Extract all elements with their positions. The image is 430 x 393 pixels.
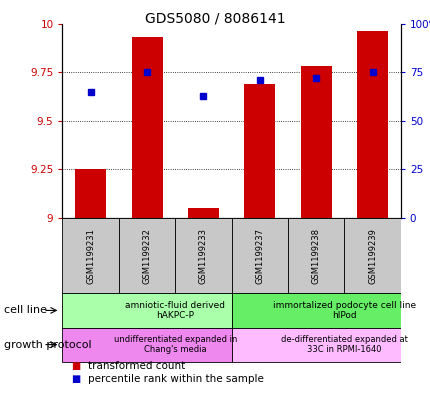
Text: immortalized podocyte cell line
hIPod: immortalized podocyte cell line hIPod xyxy=(272,301,415,320)
Text: de-differentiated expanded at
33C in RPMI-1640: de-differentiated expanded at 33C in RPM… xyxy=(280,335,407,354)
Text: transformed count: transformed count xyxy=(88,360,185,371)
Bar xyxy=(231,327,400,362)
Text: ■: ■ xyxy=(71,374,80,384)
Bar xyxy=(287,218,344,293)
Bar xyxy=(75,169,106,218)
Bar xyxy=(244,84,275,218)
Text: GSM1199232: GSM1199232 xyxy=(142,228,151,284)
Text: percentile rank within the sample: percentile rank within the sample xyxy=(88,374,264,384)
Bar xyxy=(175,218,231,293)
Text: growth protocol: growth protocol xyxy=(4,340,92,350)
Bar xyxy=(62,327,231,362)
Bar xyxy=(119,218,175,293)
Bar xyxy=(344,218,400,293)
Bar xyxy=(356,31,387,218)
Text: GDS5080 / 8086141: GDS5080 / 8086141 xyxy=(145,12,285,26)
Bar xyxy=(62,218,119,293)
Text: ■: ■ xyxy=(71,360,80,371)
Text: GSM1199233: GSM1199233 xyxy=(199,228,208,284)
Bar xyxy=(131,37,162,218)
Text: cell line: cell line xyxy=(4,305,47,316)
Text: GSM1199231: GSM1199231 xyxy=(86,228,95,284)
Bar xyxy=(187,208,218,218)
Text: amniotic-fluid derived
hAKPC-P: amniotic-fluid derived hAKPC-P xyxy=(125,301,225,320)
Bar xyxy=(62,293,231,327)
Bar xyxy=(231,293,400,327)
Bar xyxy=(300,66,331,218)
Text: undifferentiated expanded in
Chang's media: undifferentiated expanded in Chang's med… xyxy=(114,335,237,354)
Text: GSM1199238: GSM1199238 xyxy=(311,228,320,284)
Text: GSM1199239: GSM1199239 xyxy=(367,228,376,284)
Text: GSM1199237: GSM1199237 xyxy=(255,228,264,284)
Bar xyxy=(231,218,287,293)
